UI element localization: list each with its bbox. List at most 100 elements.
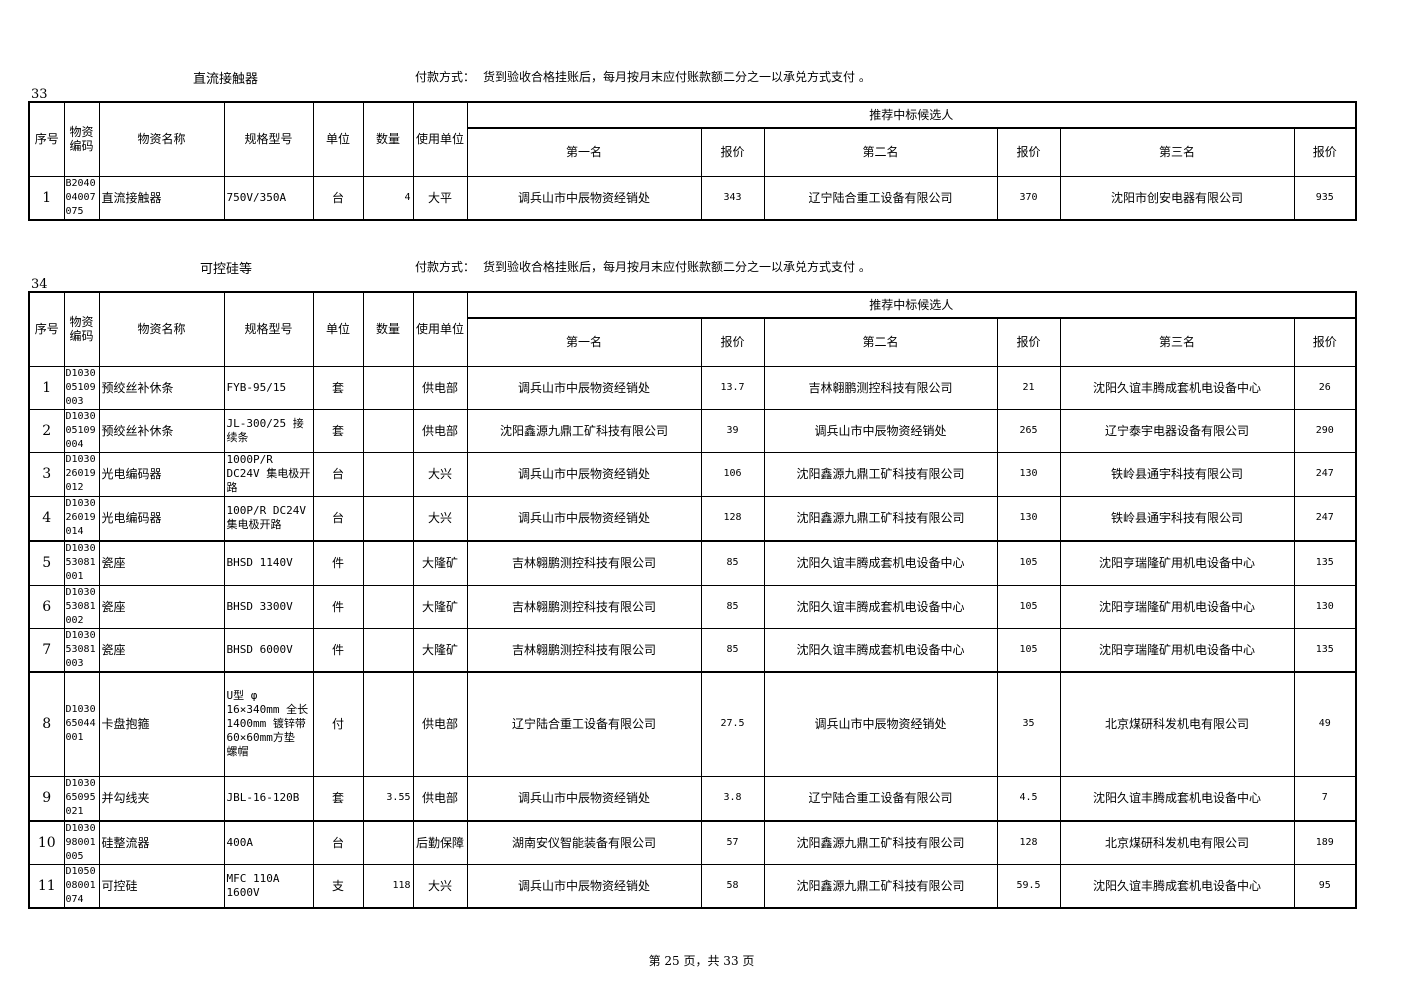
- cell-code: D1030 05109 003: [63, 365, 100, 410]
- cell-p3: 935: [1293, 175, 1357, 220]
- cell-p1: 85: [700, 584, 765, 629]
- table-row: 9 D1030 65095 021 并勾线夹 JBL-16-120B 套 3.55 供电部调…: [28, 776, 1357, 821]
- cell-first: 调兵山市中辰物资经销处: [466, 863, 702, 908]
- header-name: 物资名称: [98, 291, 225, 367]
- cell-code: D1030 26019 012: [63, 451, 100, 497]
- cell-p2: 130: [996, 451, 1061, 497]
- cell-name: 直流接触器: [98, 175, 225, 220]
- cell-p3: 189: [1293, 819, 1357, 865]
- cell-code: D1030 65044 001: [63, 670, 100, 777]
- table-row: 3 D1030 26019 012 光电编码器 1000P/R DC24V 集电极开路…: [28, 451, 1357, 497]
- cell-qty: [362, 670, 414, 777]
- cell-p2: 370: [996, 175, 1061, 220]
- header-row: 序号 物资编码 物资名称 规格型号 单位 数量 使用单位 推荐中标候选人: [28, 101, 1357, 177]
- cell-code: D1030 53081 002: [63, 584, 100, 629]
- header-third: 第三名: [1059, 127, 1295, 177]
- cell-third: 沈阳久谊丰腾成套机电设备中心: [1059, 863, 1295, 908]
- cell-user: 大隆矿: [412, 584, 468, 629]
- cell-code: D1030 65095 021: [63, 776, 100, 821]
- cell-spec: JL-300/25 接续条: [223, 408, 314, 453]
- cell-first: 吉林翱鹏测控科技有限公司: [466, 627, 702, 672]
- cell-qty: [362, 408, 414, 453]
- cell-spec: BHSD 1140V: [223, 540, 314, 586]
- cell-name: 预绞丝补休条: [98, 365, 225, 410]
- header-second: 第二名: [763, 317, 998, 367]
- cell-third: 沈阳亨瑞隆矿用机电设备中心: [1059, 540, 1295, 586]
- cell-p2: 105: [996, 540, 1061, 586]
- cell-third: 沈阳市创安电器有限公司: [1059, 175, 1295, 220]
- table-row: 4 D1030 26019 014 光电编码器 100P/R DC24V 集电极开路台…: [28, 495, 1357, 542]
- cell-first: 调兵山市中辰物资经销处: [466, 451, 702, 497]
- cell-p1: 128: [700, 495, 765, 542]
- cell-unit: 台: [312, 819, 364, 865]
- header-unit: 单位: [312, 291, 364, 367]
- cell-unit: 台: [312, 175, 364, 220]
- cell-seq: 4: [28, 495, 65, 542]
- cell-name: 卡盘抱箍: [98, 670, 225, 777]
- cell-p2: 265: [996, 408, 1061, 453]
- table-row: 2 D1030 05109 004 预绞丝补休条 JL-300/25 接续条套 供电部沈…: [28, 408, 1357, 453]
- header-row: 序号 物资编码 物资名称 规格型号 单位 数量 使用单位 推荐中标候选人: [28, 291, 1357, 367]
- bid-table-33: 序号 物资编码 物资名称 规格型号 单位 数量 使用单位 推荐中标候选人 第一名 报价 第二名 报价第…: [28, 101, 1357, 221]
- cell-first: 调兵山市中辰物资经销处: [466, 776, 702, 821]
- header-qty: 数量: [362, 101, 414, 177]
- cell-p1: 106: [700, 451, 765, 497]
- cell-unit: 件: [312, 584, 364, 629]
- cell-spec: 750V/350A: [223, 175, 314, 220]
- table-row: 5 D1030 53081 001 瓷座 BHSD 1140V 件 大隆矿 吉林翱鹏测控科技…: [28, 540, 1357, 586]
- cell-third: 北京煤研科发机电有限公司: [1059, 670, 1295, 777]
- cell-seq: 3: [28, 451, 65, 497]
- header-first: 第一名: [466, 317, 702, 367]
- cell-qty: [362, 365, 414, 410]
- cell-code: D1030 53081 001: [63, 540, 100, 586]
- cell-p3: 95: [1293, 863, 1357, 908]
- cell-second: 辽宁陆合重工设备有限公司: [763, 175, 998, 220]
- cell-code: B2040 04007 075: [63, 175, 100, 220]
- cell-spec: FYB-95/15: [223, 365, 314, 410]
- header-price3: 报价: [1293, 127, 1357, 177]
- page-footer: 第 25 页，共 33 页: [648, 954, 755, 968]
- cell-p3: 135: [1293, 627, 1357, 672]
- cell-first: 调兵山市中辰物资经销处: [466, 365, 702, 410]
- cell-name: 瓷座: [98, 540, 225, 586]
- cell-user: 大隆矿: [412, 540, 468, 586]
- cell-p2: 128: [996, 819, 1061, 865]
- cell-p1: 39: [700, 408, 765, 453]
- header-unit: 单位: [312, 101, 364, 177]
- header-second: 第二名: [763, 127, 998, 177]
- table-row: 1 D1030 05109 003 预绞丝补休条 FYB-95/15 套 供电部 调兵山市中…: [28, 365, 1357, 410]
- cell-third: 沈阳久谊丰腾成套机电设备中心: [1059, 365, 1295, 410]
- cell-spec: MFC 110A 1600V: [223, 863, 314, 908]
- cell-user: 供电部: [412, 365, 468, 410]
- cell-p2: 130: [996, 495, 1061, 542]
- cell-first: 调兵山市中辰物资经销处: [466, 175, 702, 220]
- header-code: 物资编码: [63, 291, 100, 367]
- cell-user: 大兴: [412, 451, 468, 497]
- cell-seq: 8: [28, 670, 65, 777]
- cell-name: 预绞丝补休条: [98, 408, 225, 453]
- cell-p3: 7: [1293, 776, 1357, 821]
- cell-p3: 135: [1293, 540, 1357, 586]
- cell-user: 大隆矿: [412, 627, 468, 672]
- cell-first: 辽宁陆合重工设备有限公司: [466, 670, 702, 777]
- cell-p3: 49: [1293, 670, 1357, 777]
- cell-third: 铁岭县通宇科技有限公司: [1059, 451, 1295, 497]
- bid-table-34: 序号 物资编码 物资名称 规格型号 单位 数量 使用单位 推荐中标候选人 第一名 报价 第二名 报价第…: [28, 291, 1357, 909]
- cell-spec: 400A: [223, 819, 314, 865]
- cell-third: 沈阳亨瑞隆矿用机电设备中心: [1059, 627, 1295, 672]
- header-code: 物资编码: [63, 101, 100, 177]
- cell-second: 沈阳久谊丰腾成套机电设备中心: [763, 584, 998, 629]
- section-title: 可控硅等: [200, 262, 253, 277]
- table-row: 10 D1030 98001 005 硅整流器 400A 台 后勤保障 湖南安仪智能装备有限…: [28, 819, 1357, 865]
- cell-third: 辽宁泰宇电器设备有限公司: [1059, 408, 1295, 453]
- header-seq: 序号: [28, 101, 65, 177]
- cell-name: 并勾线夹: [98, 776, 225, 821]
- cell-code: D1030 98001 005: [63, 819, 100, 865]
- cell-p1: 85: [700, 627, 765, 672]
- cell-seq: 10: [28, 819, 65, 865]
- header-recommend: 推荐中标候选人: [466, 101, 1357, 129]
- cell-seq: 7: [28, 627, 65, 672]
- table-row: 1 B2040 04007 075 直流接触器 750V/350A 台 4 大平 调兵山市中辰…: [28, 175, 1357, 220]
- cell-p3: 247: [1293, 495, 1357, 542]
- cell-unit: 件: [312, 540, 364, 586]
